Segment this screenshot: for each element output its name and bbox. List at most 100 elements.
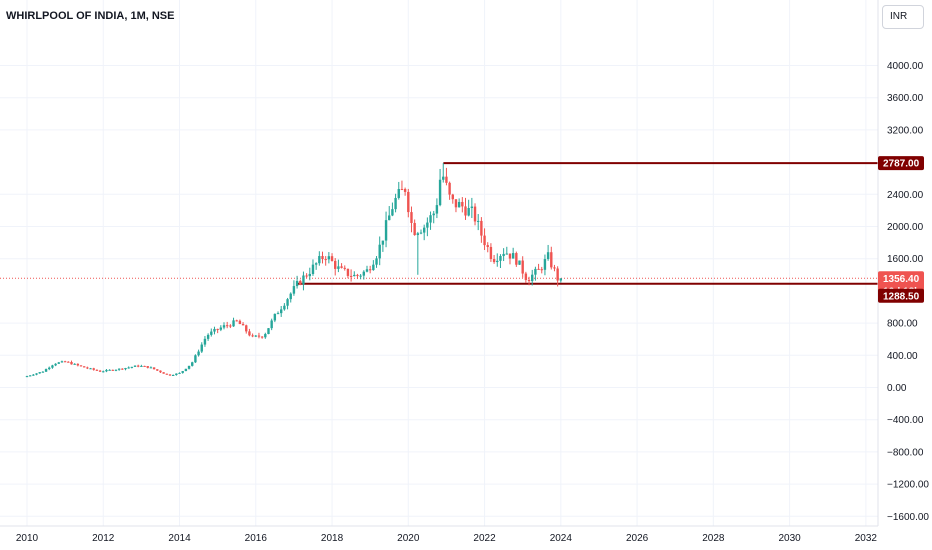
candle-body — [264, 334, 267, 338]
currency-selector[interactable]: INR — [882, 5, 924, 29]
candle-body — [327, 256, 331, 260]
candle-body — [403, 189, 407, 192]
candle-body — [308, 273, 311, 277]
candle-body — [337, 266, 340, 269]
candle-body — [429, 215, 432, 223]
candle-body — [149, 367, 153, 369]
candle-body — [124, 368, 127, 370]
candle-body — [464, 206, 467, 216]
candle-body — [381, 240, 385, 245]
candle-body — [349, 275, 353, 277]
candle-body — [365, 269, 369, 272]
candle-body — [79, 365, 83, 367]
candle-body — [391, 209, 394, 216]
candle-body — [505, 253, 509, 255]
level-badge-high: 2787.00 — [883, 159, 920, 170]
candle-body — [175, 373, 178, 375]
candle-body — [232, 320, 235, 327]
candle-body — [225, 325, 229, 327]
candle-body — [550, 252, 553, 268]
y-tick-label: 3200.00 — [887, 125, 924, 136]
candle-body — [28, 375, 32, 377]
x-tick-label: 2030 — [778, 533, 801, 544]
candle-body — [156, 369, 159, 371]
candle-body — [372, 264, 375, 271]
candle-body — [168, 374, 172, 376]
price-axis[interactable]: 4000.00 3600.00 3200.00 2400.00 2000.00 1600.… — [887, 61, 929, 523]
x-tick-label: 2016 — [245, 533, 268, 544]
candle-body — [111, 369, 114, 371]
x-tick-label: 2012 — [92, 533, 115, 544]
candle-body — [527, 279, 531, 282]
candle-body — [388, 215, 391, 221]
candle-body — [73, 363, 76, 365]
candle-body — [486, 245, 489, 247]
candle-body — [181, 371, 184, 373]
candle-body — [108, 369, 111, 371]
candle-body — [229, 325, 232, 327]
candle-body — [524, 273, 528, 280]
candle-body — [442, 176, 445, 180]
candle-body — [461, 201, 464, 207]
candle-body — [98, 370, 102, 372]
candle-body — [314, 263, 318, 265]
candle-body — [95, 369, 99, 371]
candle-body — [213, 328, 216, 332]
candle-body — [92, 368, 95, 370]
candle-body — [324, 259, 327, 261]
y-tick-label: 1600.00 — [887, 254, 924, 265]
candle-body — [82, 366, 86, 368]
candle-body — [25, 376, 29, 378]
candle-body — [130, 366, 134, 368]
candle-body — [133, 365, 137, 367]
candle-body — [257, 335, 261, 337]
candle-body — [114, 369, 118, 371]
candle-body — [311, 264, 315, 274]
candle-body — [394, 197, 397, 210]
candle-body — [470, 206, 474, 209]
candle-body — [143, 365, 146, 367]
candle-body — [413, 222, 416, 236]
chart-grid — [0, 0, 878, 526]
candle-body — [48, 367, 51, 370]
candle-body — [356, 274, 359, 276]
candle-body — [152, 367, 156, 370]
x-tick-label: 2026 — [626, 533, 649, 544]
candle-body — [454, 199, 458, 208]
candle-body — [400, 189, 404, 191]
candle-body — [432, 213, 435, 216]
candle-body — [60, 361, 64, 363]
candle-body — [473, 206, 477, 222]
candle-body — [241, 324, 245, 326]
candle-body — [511, 253, 515, 259]
candle-body — [457, 201, 461, 208]
candle-body — [117, 368, 121, 370]
candle-body — [397, 189, 400, 198]
candle-body — [238, 320, 242, 325]
candle-body — [410, 212, 413, 223]
level-badge-high-bg — [878, 156, 924, 171]
x-tick-label: 2010 — [16, 533, 39, 544]
candle-body — [206, 334, 210, 339]
candle-body — [480, 220, 483, 236]
level-badge-low: 1288.50 — [883, 291, 920, 302]
level-badge-low-bg — [878, 288, 924, 303]
candle-body — [35, 373, 38, 375]
candle-body — [416, 233, 420, 236]
candle-body — [543, 259, 547, 270]
candle-body — [200, 344, 203, 352]
y-tick-label: 4000.00 — [887, 61, 924, 72]
candle-body — [477, 220, 480, 222]
time-axis[interactable]: 2010 2012 2014 2016 2018 2020 2022 2024 2026 2028… — [16, 533, 878, 544]
candle-body — [295, 280, 299, 287]
candle-body — [340, 266, 343, 268]
candle-body — [146, 366, 149, 368]
chart-title: WHIRLPOOL OF INDIA, 1M, NSE — [6, 10, 174, 22]
candle-body — [67, 361, 70, 363]
candle-body — [41, 371, 45, 373]
y-tick-label: −1200.00 — [887, 480, 929, 491]
candle-body — [321, 256, 324, 260]
candle-body — [330, 256, 334, 261]
